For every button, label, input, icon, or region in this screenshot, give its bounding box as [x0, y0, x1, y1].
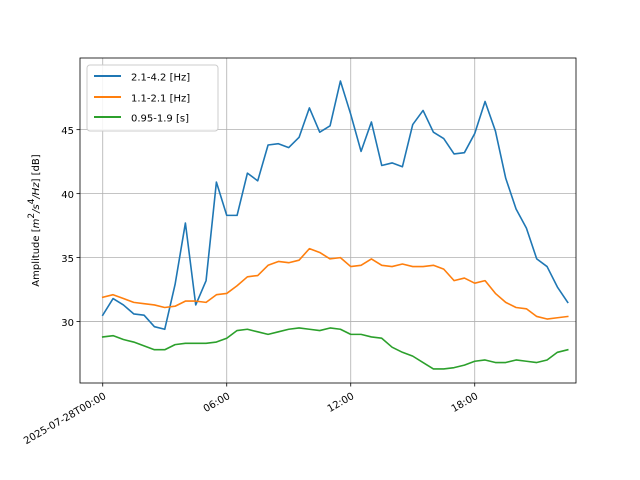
plot-frame — [79, 57, 577, 384]
y-tick-label: 40 — [61, 190, 74, 201]
y-tick-label: 30 — [61, 318, 74, 329]
legend-label-2: 1.1-2.1 [Hz] — [131, 94, 190, 105]
y-tick-label: 35 — [61, 254, 74, 265]
legend-label-3: 0.95-1.9 [s] — [131, 114, 189, 125]
series-line-2 — [101, 247, 569, 320]
y-axis-label: Amplitude [m2/s4/Hz] [dB] — [27, 154, 42, 286]
series-line-1 — [101, 80, 569, 331]
y-tick-label: 45 — [61, 126, 74, 137]
legend: 2.1-4.2 [Hz] 1.1-2.1 [Hz] 0.95-1.9 [s] — [86, 64, 219, 132]
legend-box — [86, 64, 219, 132]
series-lines — [101, 80, 569, 370]
series-line-3 — [101, 327, 569, 370]
legend-label-1: 2.1-4.2 [Hz] — [131, 73, 190, 84]
